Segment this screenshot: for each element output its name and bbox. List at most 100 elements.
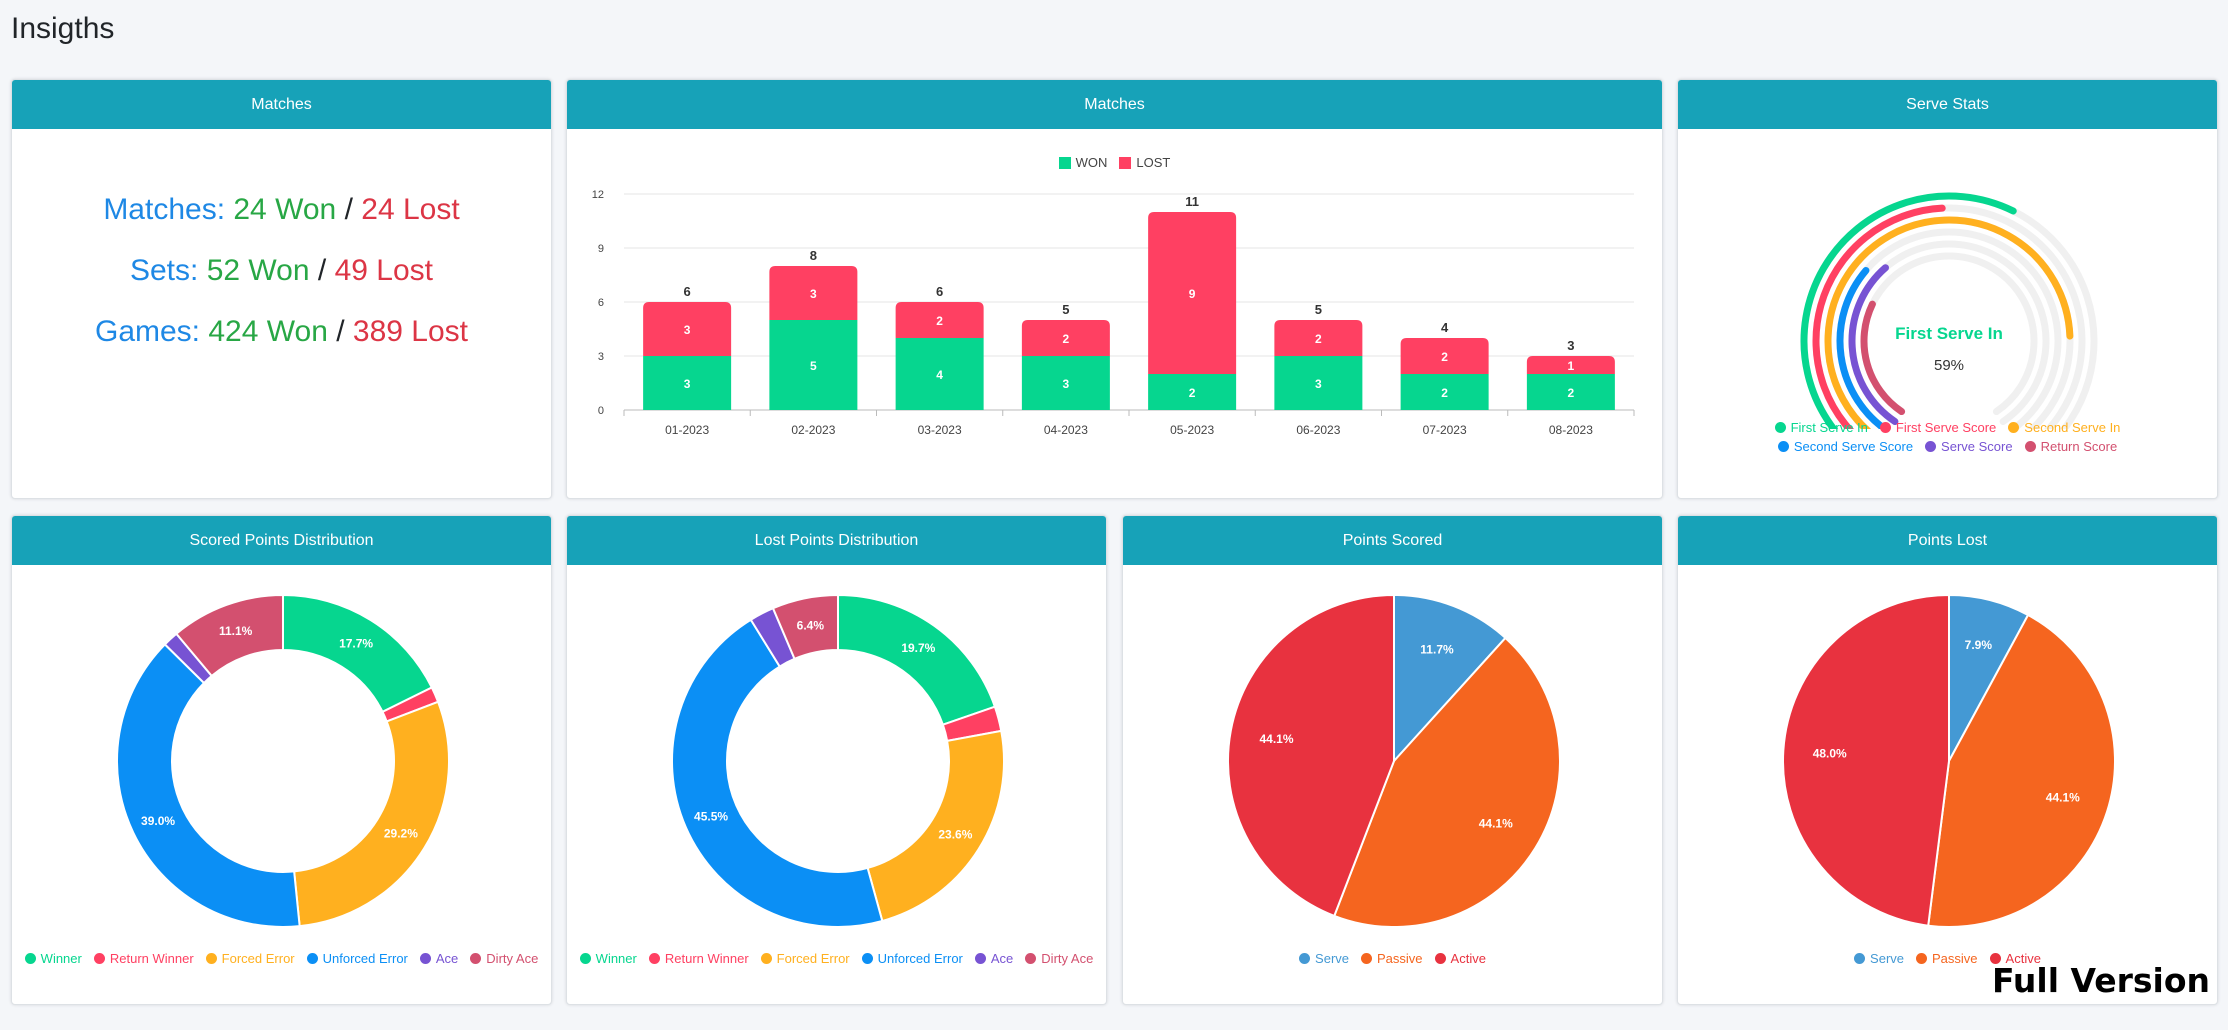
y-tick-label: 9: [598, 243, 604, 255]
legend-dot: [470, 953, 482, 964]
pie-data-label: 44.1%: [2046, 791, 2080, 805]
pie-slice[interactable]: [771, 593, 839, 661]
radial-bar[interactable]: [1860, 300, 1906, 416]
legend-label: Return Winner: [109, 951, 194, 966]
bar-lost-label: 2: [1063, 332, 1070, 346]
pie-slice[interactable]: [282, 593, 434, 714]
radial-bar[interactable]: [1824, 216, 2074, 429]
scored-distribution-card-header: Scored Points Distribution: [12, 516, 551, 565]
lost-swatch: [1119, 156, 1132, 169]
legend-item-lost[interactable]: LOST: [1119, 155, 1170, 170]
legend-item[interactable]: Unforced Error: [861, 951, 963, 966]
legend-item[interactable]: Active: [1434, 951, 1486, 966]
bar-won[interactable]: [1400, 374, 1489, 410]
x-tick-label: 08-2023: [1549, 423, 1593, 437]
pie-slice[interactable]: [116, 642, 301, 928]
legend-item[interactable]: Passive: [1916, 951, 1978, 966]
legend-item[interactable]: Second Serve Score: [1777, 439, 1914, 454]
pie-slice[interactable]: [293, 700, 450, 928]
legend-item[interactable]: Dirty Ace: [470, 951, 538, 966]
radial-bar[interactable]: [1836, 266, 1891, 429]
bar-lost[interactable]: [1274, 320, 1363, 356]
legend-item[interactable]: Ace: [419, 951, 459, 966]
pie-slice[interactable]: [1782, 593, 1950, 927]
bar-lost[interactable]: [1148, 212, 1237, 374]
radial-bar[interactable]: [1800, 192, 2017, 429]
pie-data-label: 11.7%: [1420, 642, 1454, 656]
summary-won: 52 Won: [206, 254, 310, 287]
legend-dot: [2024, 441, 2036, 452]
matches-summary-card-body: Matches: 24 Won / 24 Lost Sets: 52 Won /…: [12, 129, 551, 498]
bar-won[interactable]: [895, 338, 984, 410]
pie-slice[interactable]: [1393, 593, 1507, 764]
legend-label: Ace: [435, 951, 459, 966]
legend-label: Second Serve Score: [1793, 439, 1914, 454]
full-version-link[interactable]: Full Version: [1991, 961, 2210, 1000]
legend-item[interactable]: Return Score: [2024, 439, 2118, 454]
bar-won-label: 3: [1315, 377, 1322, 391]
legend-item[interactable]: Passive: [1361, 951, 1423, 966]
pie-slice[interactable]: [1332, 636, 1561, 928]
legend-item[interactable]: Ace: [974, 951, 1014, 966]
pie-slice[interactable]: [1927, 613, 2116, 928]
pie-data-label: 7.9%: [1965, 638, 1993, 652]
legend-item[interactable]: Forced Error: [760, 951, 850, 966]
points-lost-card-header: Points Lost: [1678, 516, 2217, 565]
radial-bar[interactable]: [1848, 264, 1899, 426]
legend-item[interactable]: Active: [1989, 951, 2041, 966]
lost-distribution-card-header: Lost Points Distribution: [567, 516, 1106, 565]
legend-item[interactable]: First Serve Score: [1879, 420, 1996, 435]
bar-lost[interactable]: [1400, 338, 1489, 374]
legend-label: Return Score: [2040, 439, 2118, 454]
bar-lost-label: 3: [684, 323, 691, 337]
bar-won[interactable]: [769, 320, 858, 410]
legend-item[interactable]: Return Winner: [648, 951, 749, 966]
summary-separator: /: [336, 315, 345, 348]
legend-label: Active: [1450, 951, 1486, 966]
won-swatch: [1058, 156, 1071, 169]
bar-lost[interactable]: [769, 266, 858, 320]
legend-item[interactable]: Serve: [1854, 951, 1904, 966]
bar-won[interactable]: [643, 356, 732, 410]
legend-label: Winner: [40, 951, 82, 966]
serve-radial-chart: First Serve In 59%: [1800, 192, 2098, 429]
radial-center-value: 59%: [1934, 357, 1964, 374]
pie-slice[interactable]: [671, 618, 884, 928]
legend-dot: [1925, 441, 1937, 452]
legend-dot: [306, 953, 318, 964]
pie-slice[interactable]: [866, 729, 1005, 923]
radial-bar[interactable]: [1812, 204, 1946, 429]
legend-item[interactable]: Dirty Ace: [1025, 951, 1093, 966]
serve-stats-legend: First Serve In First Serve Score Second Se…: [1678, 418, 2217, 456]
matches-summary-card-header: Matches: [12, 80, 551, 129]
bar-lost[interactable]: [1526, 356, 1615, 374]
legend-item[interactable]: Serve: [1299, 951, 1349, 966]
legend-item[interactable]: Return Winner: [93, 951, 194, 966]
bar-lost[interactable]: [643, 302, 732, 356]
legend-item[interactable]: Unforced Error: [306, 951, 408, 966]
legend-dot: [1916, 953, 1928, 964]
bar-won[interactable]: [1274, 356, 1363, 410]
pie-slice[interactable]: [1227, 593, 1395, 918]
bar-won[interactable]: [1148, 374, 1237, 410]
bar-won[interactable]: [1021, 356, 1110, 410]
pie-slice[interactable]: [837, 593, 997, 726]
pie-slice[interactable]: [174, 593, 284, 678]
legend-item[interactable]: First Serve In: [1774, 420, 1868, 435]
legend-label: Ace: [990, 951, 1014, 966]
bar-lost[interactable]: [895, 302, 984, 338]
match-summary: Matches: 24 Won / 24 Lost Sets: 52 Won /…: [12, 179, 551, 362]
bar-won-label: 5: [810, 359, 817, 373]
legend-label: Passive: [1377, 951, 1423, 966]
points-lost-pie-chart: 7.9% 44.1% 48.0%: [1782, 593, 2116, 928]
bar-lost[interactable]: [1021, 320, 1110, 356]
legend-item[interactable]: Forced Error: [205, 951, 295, 966]
bar-total-label: 5: [1062, 302, 1069, 317]
bar-won[interactable]: [1526, 374, 1615, 410]
legend-item[interactable]: Second Serve In: [2008, 420, 2120, 435]
legend-item-won[interactable]: WON: [1058, 155, 1107, 170]
summary-label: Sets:: [129, 254, 199, 287]
legend-item[interactable]: Winner: [24, 951, 82, 966]
legend-item[interactable]: Serve Score: [1925, 439, 2013, 454]
legend-item[interactable]: Winner: [579, 951, 637, 966]
